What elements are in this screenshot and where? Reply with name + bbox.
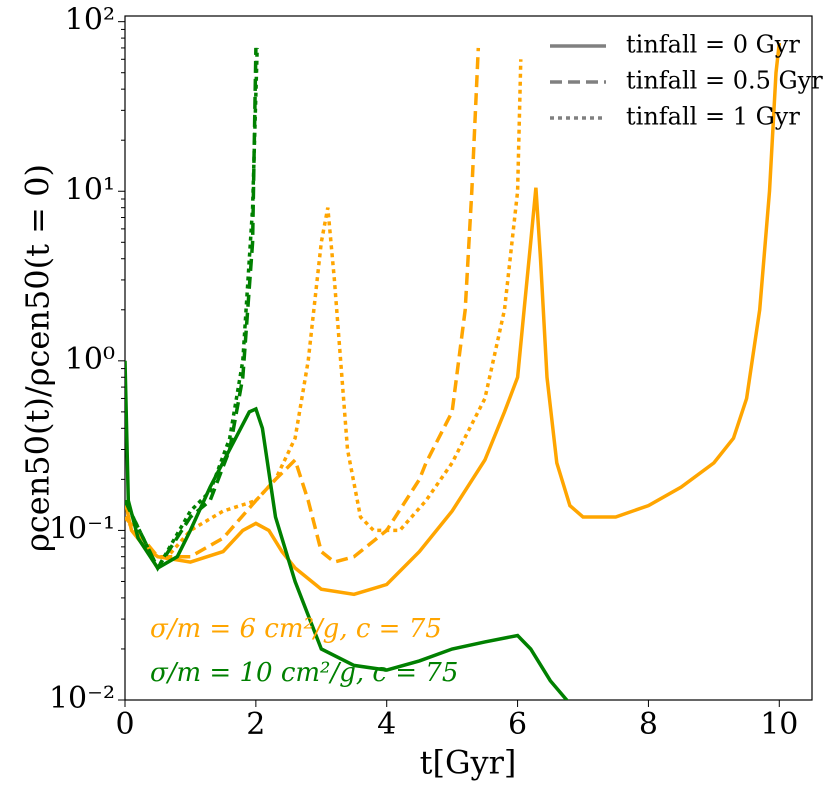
x-axis-label: t[Gyr]	[420, 744, 517, 782]
x-tick-label: 10	[760, 707, 798, 742]
legend-label: tinfall = 0.5 Gyr	[626, 67, 823, 95]
y-tick-label: 10⁰	[65, 342, 115, 377]
plot-frame	[124, 15, 813, 701]
x-tick-label: 0	[115, 707, 134, 742]
annotation: σ/m = 10 cm²/g, c = 75	[150, 658, 458, 688]
series-line	[125, 360, 569, 700]
series-line	[125, 47, 259, 572]
y-tick-label: 10²	[65, 3, 115, 38]
x-tick-label: 6	[508, 707, 527, 742]
series-line	[125, 47, 481, 565]
x-tick-label: 8	[639, 707, 658, 742]
series-line	[125, 42, 782, 597]
x-tick-label: 4	[377, 707, 396, 742]
legend-label: tinfall = 1 Gyr	[626, 103, 800, 131]
lines	[125, 42, 782, 700]
series-line	[125, 59, 523, 571]
series-line	[125, 47, 258, 572]
annotation: σ/m = 6 cm²/g, c = 75	[150, 614, 442, 644]
y-axis-label: ρcen50(t)/ρcen50(t = 0)	[19, 164, 57, 552]
y-tick-label: 10⁻¹	[49, 511, 115, 546]
x-tick-label: 2	[246, 707, 265, 742]
y-tick-label: 10¹	[65, 172, 115, 207]
y-tick-label: 10⁻²	[49, 681, 115, 716]
legend-label: tinfall = 0 Gyr	[626, 31, 800, 59]
